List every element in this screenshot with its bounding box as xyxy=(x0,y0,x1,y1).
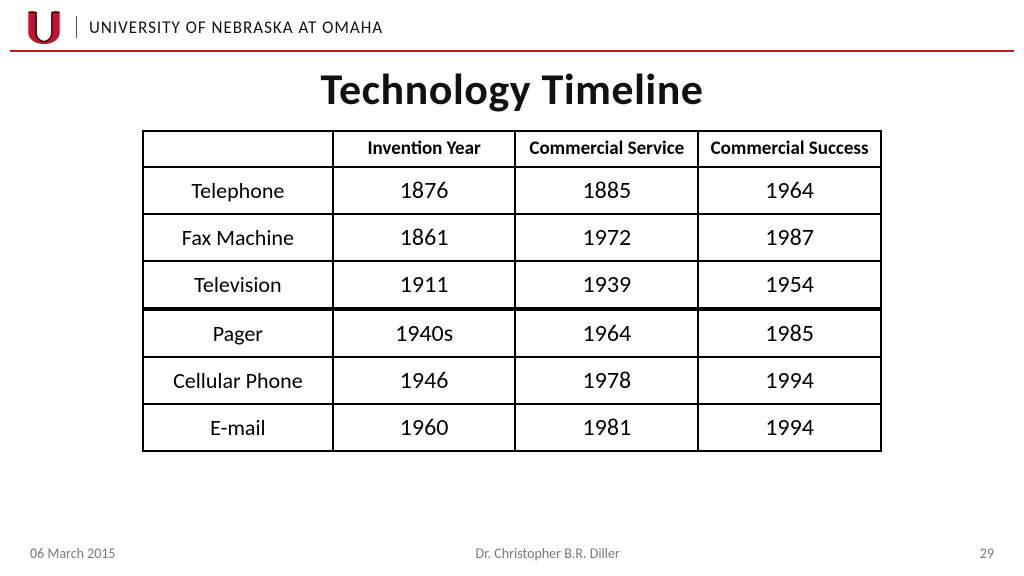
uno-logo-icon xyxy=(24,10,64,44)
row-label: Pager xyxy=(143,309,333,357)
col-header-blank xyxy=(143,131,333,167)
university-name: UNIVERSITY OF NEBRASKA AT OMAHA xyxy=(89,17,383,38)
timeline-table-wrap: Invention Year Commercial Service Commer… xyxy=(142,130,882,452)
cell: 1939 xyxy=(515,261,698,309)
cell: 1994 xyxy=(698,357,881,404)
cell: 1954 xyxy=(698,261,881,309)
timeline-table: Invention Year Commercial Service Commer… xyxy=(142,130,882,452)
cell: 1861 xyxy=(333,214,516,261)
row-label: Cellular Phone xyxy=(143,357,333,404)
table-row: E-mail 1960 1981 1994 xyxy=(143,404,881,451)
footer: 06 March 2015 Dr. Christopher B.R. Dille… xyxy=(0,545,1024,562)
page-title: Technology Timeline xyxy=(0,62,1024,116)
cell: 1911 xyxy=(333,261,516,309)
col-header-service: Commercial Service xyxy=(515,131,698,167)
row-label: Television xyxy=(143,261,333,309)
row-label: E-mail xyxy=(143,404,333,451)
cell: 1964 xyxy=(515,309,698,357)
table-row: Fax Machine 1861 1972 1987 xyxy=(143,214,881,261)
cell: 1964 xyxy=(698,167,881,214)
table-body: Telephone 1876 1885 1964 Fax Machine 186… xyxy=(143,167,881,451)
row-label: Fax Machine xyxy=(143,214,333,261)
table-row: Telephone 1876 1885 1964 xyxy=(143,167,881,214)
table-row: Television 1911 1939 1954 xyxy=(143,261,881,309)
footer-date: 06 March 2015 xyxy=(30,545,116,562)
cell: 1972 xyxy=(515,214,698,261)
table-header-row: Invention Year Commercial Service Commer… xyxy=(143,131,881,167)
col-header-success: Commercial Success xyxy=(698,131,881,167)
row-label: Telephone xyxy=(143,167,333,214)
slide: UNIVERSITY OF NEBRASKA AT OMAHA Technolo… xyxy=(0,0,1024,576)
footer-author: Dr. Christopher B.R. Diller xyxy=(476,545,620,562)
header-rule xyxy=(10,50,1014,52)
header: UNIVERSITY OF NEBRASKA AT OMAHA xyxy=(0,0,1024,50)
cell: 1994 xyxy=(698,404,881,451)
cell: 1876 xyxy=(333,167,516,214)
cell: 1978 xyxy=(515,357,698,404)
cell: 1885 xyxy=(515,167,698,214)
cell: 1985 xyxy=(698,309,881,357)
cell: 1946 xyxy=(333,357,516,404)
cell: 1960 xyxy=(333,404,516,451)
header-divider xyxy=(76,16,77,38)
table-row: Cellular Phone 1946 1978 1994 xyxy=(143,357,881,404)
col-header-invention: Invention Year xyxy=(333,131,516,167)
cell: 1987 xyxy=(698,214,881,261)
footer-page: 29 xyxy=(980,545,994,562)
cell: 1981 xyxy=(515,404,698,451)
cell: 1940s xyxy=(333,309,516,357)
table-row: Pager 1940s 1964 1985 xyxy=(143,309,881,357)
